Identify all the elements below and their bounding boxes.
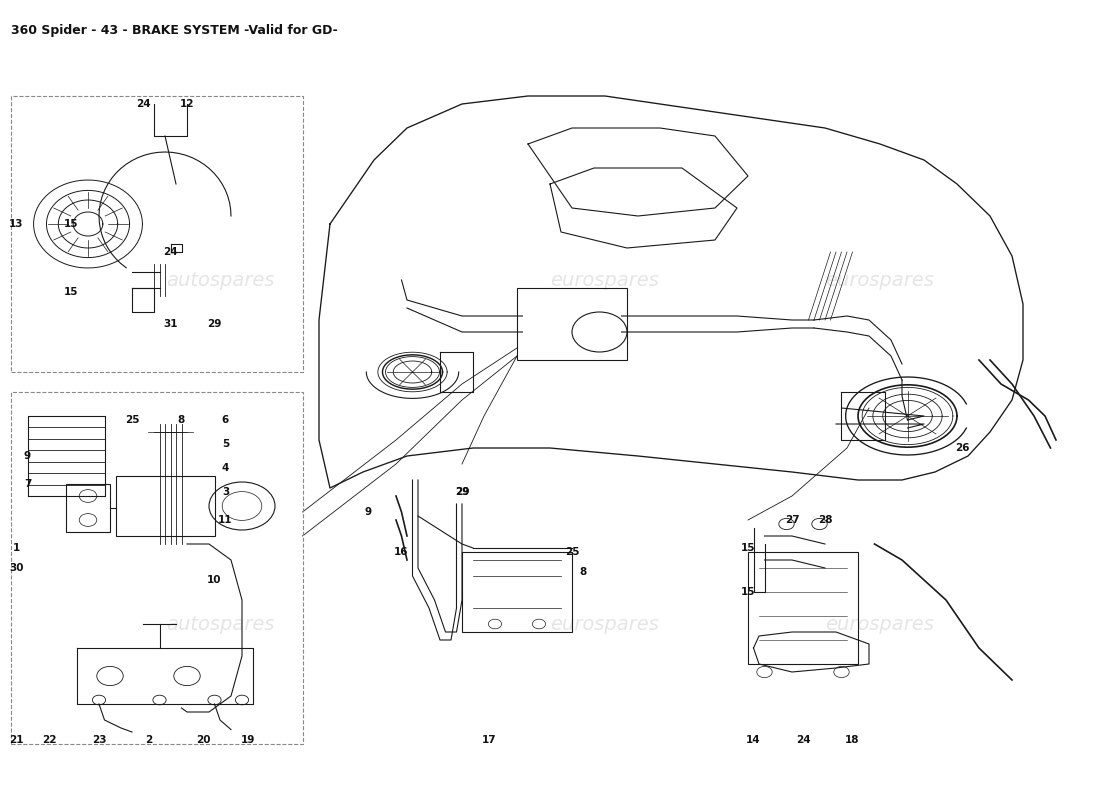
Text: 15: 15 — [740, 587, 756, 597]
Bar — [11, 96, 302, 372]
Text: 16: 16 — [394, 547, 409, 557]
Bar — [748, 552, 858, 664]
Text: 18: 18 — [845, 735, 860, 745]
Text: 20: 20 — [196, 735, 211, 745]
Text: 30: 30 — [9, 563, 24, 573]
Text: 11: 11 — [218, 515, 233, 525]
Text: 25: 25 — [564, 547, 580, 557]
Text: 24: 24 — [163, 247, 178, 257]
Bar — [11, 392, 302, 744]
Text: 29: 29 — [454, 487, 470, 497]
Text: 1: 1 — [13, 543, 20, 553]
Text: 15: 15 — [740, 543, 756, 553]
Text: 5: 5 — [222, 439, 229, 449]
Bar — [462, 552, 572, 632]
Text: 21: 21 — [9, 735, 24, 745]
Text: 360 Spider - 43 - BRAKE SYSTEM -Valid for GD-: 360 Spider - 43 - BRAKE SYSTEM -Valid fo… — [11, 24, 338, 37]
Text: 28: 28 — [817, 515, 833, 525]
Text: eurospares: eurospares — [826, 270, 934, 290]
Text: 27: 27 — [784, 515, 800, 525]
Text: 26: 26 — [955, 443, 970, 453]
Text: 2: 2 — [145, 735, 152, 745]
Bar — [66, 484, 110, 532]
Bar — [116, 476, 214, 536]
Text: 7: 7 — [24, 479, 31, 489]
Text: 12: 12 — [179, 99, 195, 109]
Text: 22: 22 — [42, 735, 57, 745]
Text: 15: 15 — [64, 287, 79, 297]
Text: 17: 17 — [482, 735, 497, 745]
Text: 6: 6 — [222, 415, 229, 425]
Text: 29: 29 — [207, 319, 222, 329]
Text: autospares: autospares — [166, 270, 274, 290]
Text: 25: 25 — [124, 415, 140, 425]
Text: 14: 14 — [746, 735, 761, 745]
Text: 29: 29 — [454, 487, 470, 497]
Text: 10: 10 — [207, 575, 222, 585]
Text: 19: 19 — [240, 735, 255, 745]
Text: 9: 9 — [365, 507, 372, 517]
Text: 23: 23 — [91, 735, 107, 745]
Text: 24: 24 — [135, 99, 151, 109]
Text: 8: 8 — [580, 567, 586, 577]
Text: autospares: autospares — [166, 614, 274, 634]
Text: 9: 9 — [24, 451, 31, 461]
Text: 3: 3 — [222, 487, 229, 497]
Text: 31: 31 — [163, 319, 178, 329]
Text: 13: 13 — [9, 219, 24, 229]
Text: 4: 4 — [222, 463, 229, 473]
Text: 24: 24 — [795, 735, 811, 745]
Text: 15: 15 — [64, 219, 79, 229]
Text: eurospares: eurospares — [826, 614, 934, 634]
Text: 8: 8 — [178, 415, 185, 425]
Text: eurospares: eurospares — [551, 614, 659, 634]
Text: eurospares: eurospares — [551, 270, 659, 290]
